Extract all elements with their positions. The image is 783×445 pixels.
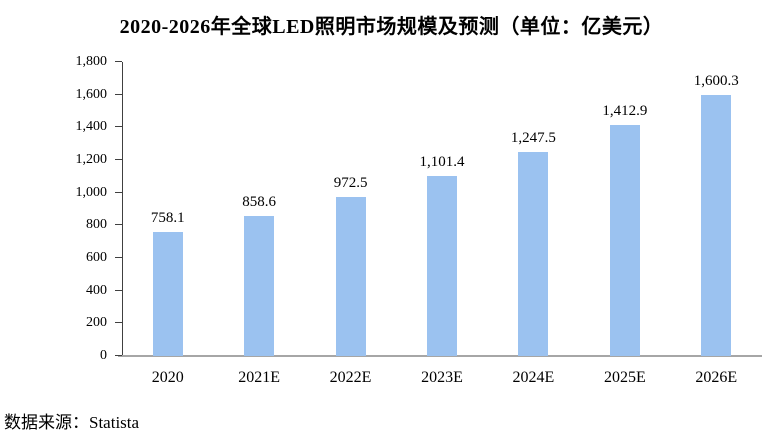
y-tick-label: 1,000 (75, 184, 108, 200)
bar-2024E (518, 152, 549, 356)
bar-2021E (244, 215, 275, 356)
bar-value-label: 972.5 (333, 175, 368, 192)
y-tick-label: 1,400 (75, 119, 108, 135)
x-tick-label: 2026E (695, 369, 738, 386)
source-note: 数据来源：Statista (4, 413, 140, 432)
x-tick-label: 2023E (421, 369, 463, 386)
y-tick-label: 600 (86, 250, 107, 265)
bar-value-label: 858.6 (242, 193, 277, 210)
y-tick-mark (115, 289, 122, 291)
x-tick-label: 2022E (329, 369, 372, 386)
y-tick-mark (115, 257, 122, 258)
bar-value-label: 1,412.9 (602, 103, 648, 120)
chart-title: 2020-2026年全球LED照明市场规模及预测（单位：亿美元） (119, 16, 664, 38)
bar-2025E (609, 125, 640, 356)
y-tick-label: 0 (100, 348, 107, 363)
x-tick-label: 2021E (238, 369, 281, 386)
y-tick-mark (115, 93, 122, 95)
y-tick-label: 1,600 (75, 86, 108, 102)
y-tick-label: 1,800 (75, 54, 108, 69)
y-tick-label: 400 (86, 282, 107, 298)
y-tick-mark (115, 191, 122, 193)
bar-2020 (152, 232, 183, 356)
x-tick-label: 2020 (151, 369, 184, 386)
bar-value-label: 758.1 (150, 210, 185, 227)
y-axis-line (122, 62, 123, 356)
x-tick-label: 2024E (512, 369, 555, 386)
x-tick-label: 2025E (603, 369, 646, 386)
bar-value-label: 1,247.5 (510, 130, 556, 147)
y-tick-mark (115, 126, 122, 128)
bar-2023E (427, 176, 457, 356)
y-tick-label: 1,200 (75, 152, 108, 167)
y-tick-mark (115, 224, 122, 226)
bar-2026E (701, 94, 732, 356)
x-axis-line (118, 355, 762, 357)
y-tick-label: 200 (86, 315, 107, 331)
bar-value-label: 1,600.3 (693, 72, 739, 89)
y-tick-label: 800 (86, 217, 107, 233)
y-tick-mark (115, 355, 122, 356)
y-tick-mark (115, 61, 122, 62)
bar-2022E (335, 197, 366, 356)
y-tick-mark (115, 322, 122, 324)
y-tick-mark (115, 159, 122, 160)
bar-value-label: 1,101.4 (419, 154, 465, 171)
